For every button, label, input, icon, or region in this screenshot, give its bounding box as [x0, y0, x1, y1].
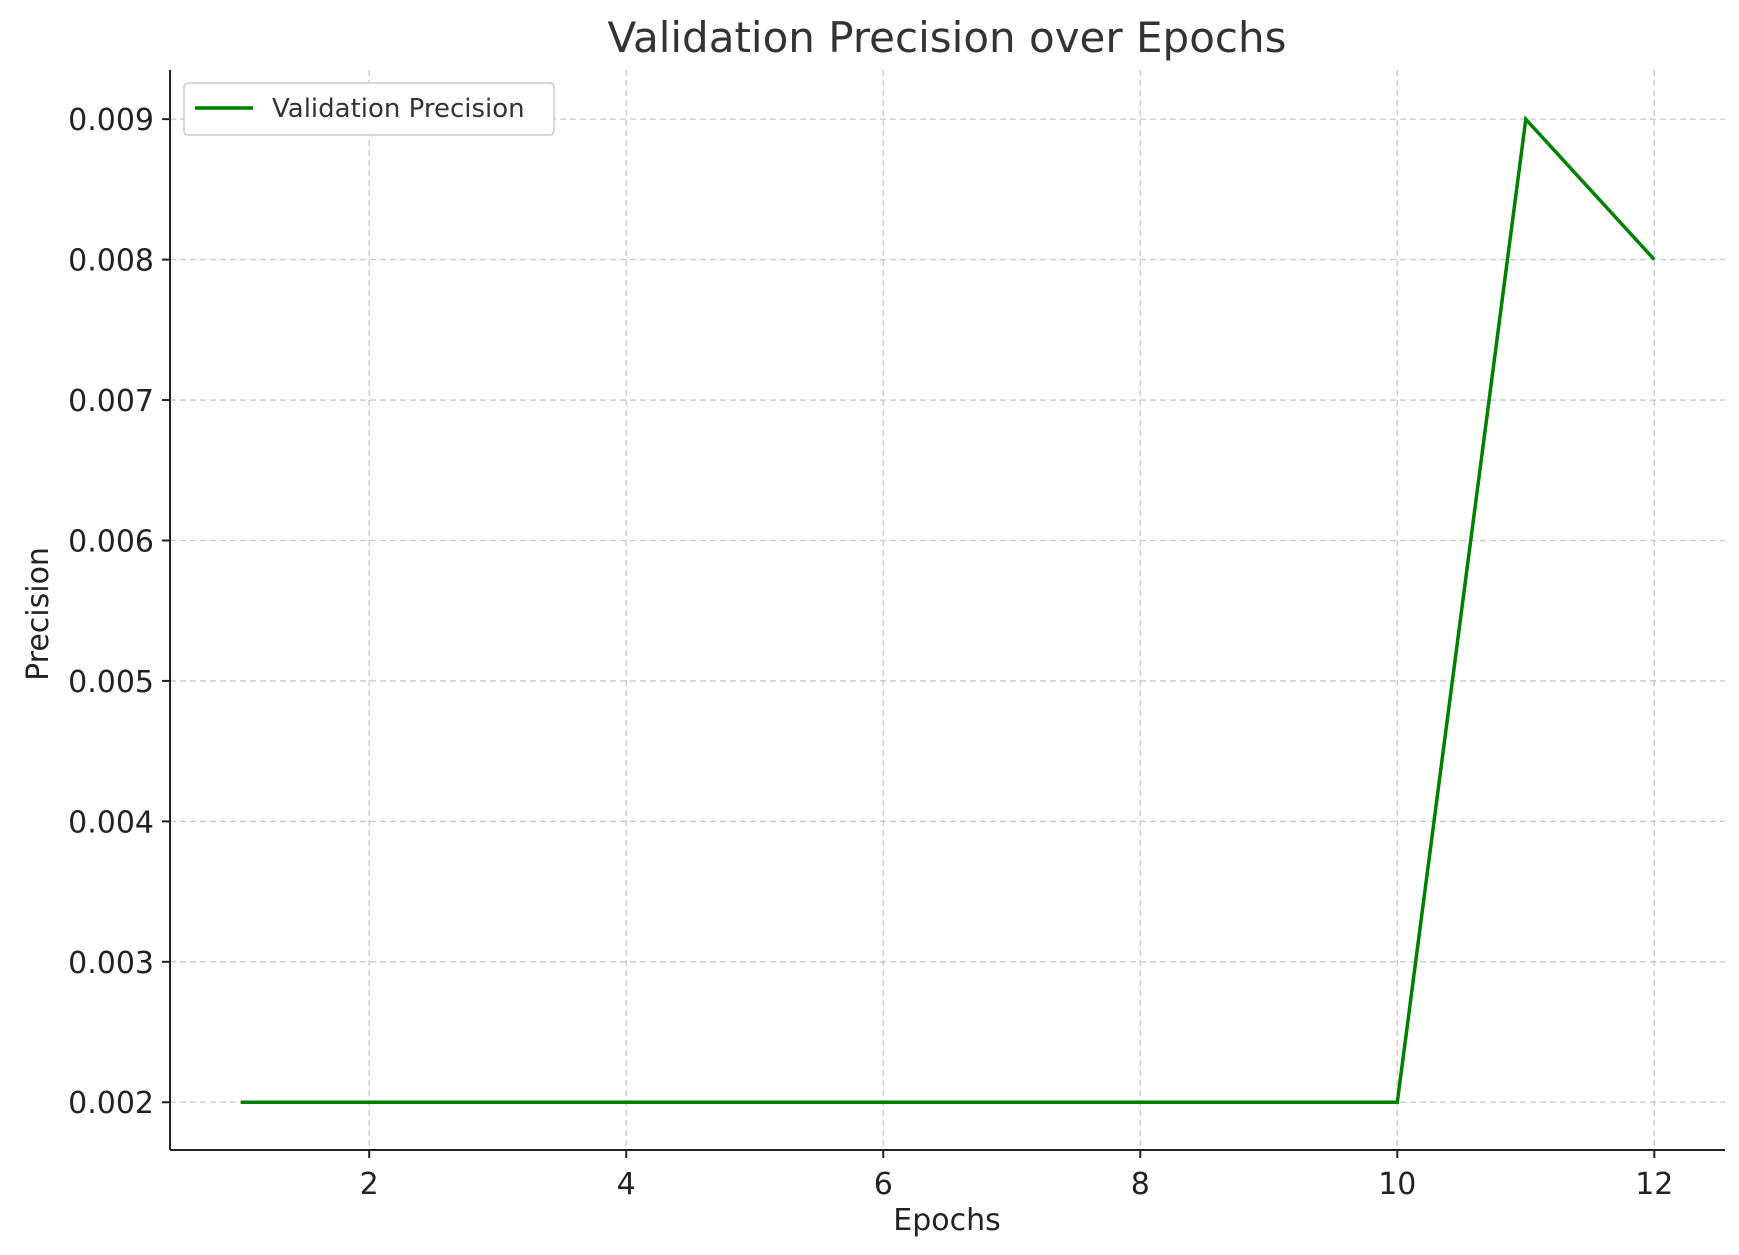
grid	[170, 70, 1725, 1150]
series-layer	[240, 115, 1656, 1104]
x-tick-label: 10	[1378, 1167, 1416, 1202]
legend-box	[183, 82, 555, 136]
ticks: 2 4 6 8 10 12 0.002 0.003 0.004 0.005 0.006 0.007 0.…	[68, 103, 1673, 1202]
series-line-validation-precision	[240, 115, 1656, 1104]
y-tick-label: 0.003	[68, 946, 154, 981]
x-tick-label: 12	[1635, 1167, 1673, 1202]
x-tick-label: 2	[360, 1167, 379, 1202]
legend-label: Validation Precision	[272, 94, 525, 124]
y-tick-label: 0.002	[68, 1086, 154, 1121]
x-tick-label: 6	[874, 1167, 893, 1202]
y-axis-label: Precision	[21, 547, 56, 681]
y-tick-label: 0.005	[68, 665, 154, 700]
legend: Validation Precision	[183, 82, 555, 136]
y-tick-label: 0.008	[68, 244, 154, 279]
x-tick-label: 8	[1131, 1167, 1150, 1202]
y-tick-label: 0.006	[68, 524, 154, 559]
y-tick-label: 0.007	[68, 384, 154, 419]
axes	[169, 70, 1725, 1151]
x-tick-label: 4	[617, 1167, 636, 1202]
y-tick-label: 0.009	[68, 103, 154, 138]
y-tick-label: 0.004	[68, 805, 154, 840]
x-axis-label: Epochs	[893, 1203, 1001, 1238]
chart-title: Validation Precision over Epochs	[608, 13, 1287, 62]
